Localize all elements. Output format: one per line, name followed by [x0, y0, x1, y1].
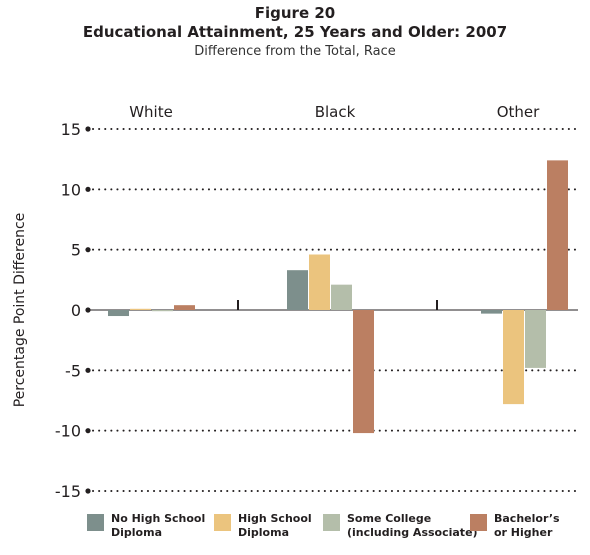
legend-label-line2: (including Associate) — [347, 526, 478, 539]
legend-label-line2: Diploma — [111, 526, 162, 539]
legend-label-line1: No High School — [111, 512, 206, 525]
chart-title: Educational Attainment, 25 Years and Old… — [82, 23, 508, 41]
legend-label-line1: Some College — [347, 512, 432, 525]
y-tick-label: -15 — [55, 482, 81, 501]
y-tick-dot — [85, 367, 91, 373]
bar — [547, 160, 568, 310]
bar — [353, 310, 374, 434]
legend-label-line1: Bachelor’s — [494, 512, 560, 525]
y-axis-ticks: 15 10 5 0 -5 -10 -15 — [55, 120, 91, 501]
bar — [503, 310, 524, 405]
legend: No High School Diploma High School Diplo… — [0, 512, 590, 555]
bar — [152, 310, 173, 312]
legend-swatch — [87, 514, 104, 531]
y-tick-dot — [85, 428, 91, 434]
y-tick-label: 5 — [71, 241, 81, 260]
bar — [331, 284, 352, 310]
legend-swatch — [470, 514, 487, 531]
category-label: Black — [315, 103, 356, 121]
legend-label: No High School Diploma — [111, 512, 205, 540]
category-label: White — [129, 103, 173, 121]
y-tick-label: 0 — [71, 301, 81, 320]
chart-subtitle: Difference from the Total, Race — [194, 44, 396, 59]
legend-item-bachelors: Bachelor’s or Higher — [470, 512, 560, 540]
legend-item-some-college: Some College (including Associate) — [323, 512, 478, 540]
y-tick-dot — [85, 247, 91, 253]
legend-label: Bachelor’s or Higher — [494, 512, 560, 540]
legend-label-line2: or Higher — [494, 526, 553, 539]
bar — [481, 310, 502, 314]
legend-label-line2: Diploma — [238, 526, 289, 539]
y-tick-label: -10 — [55, 422, 81, 441]
legend-label: High School Diploma — [238, 512, 312, 540]
legend-label-line1: High School — [238, 512, 312, 525]
y-tick-label: 10 — [61, 180, 81, 199]
legend-item-no-high-school: No High School Diploma — [87, 512, 205, 540]
bar — [130, 308, 151, 310]
bar-chart: 15 10 5 0 -5 -10 -15 White Black Other Percentag… — [12, 103, 579, 501]
bar — [525, 310, 546, 368]
y-tick-dot — [85, 126, 91, 132]
bar — [287, 270, 308, 310]
legend-swatch — [323, 514, 340, 531]
category-labels: White Black Other — [129, 103, 540, 121]
category-label: Other — [497, 103, 540, 121]
bar — [174, 305, 195, 310]
figure-label: Figure 20 — [254, 4, 336, 22]
legend-label: Some College (including Associate) — [347, 512, 478, 540]
legend-item-high-school: High School Diploma — [214, 512, 312, 540]
y-tick-label: -5 — [65, 361, 81, 380]
bar — [108, 310, 129, 317]
chart-header: Figure 20 Educational Attainment, 25 Yea… — [0, 0, 590, 62]
y-tick-dot — [85, 186, 91, 192]
bar — [309, 254, 330, 310]
bars — [108, 160, 568, 434]
legend-swatch — [214, 514, 231, 531]
y-tick-label: 15 — [61, 120, 81, 139]
y-axis-label: Percentage Point Difference — [12, 213, 28, 408]
y-tick-dot — [85, 488, 91, 494]
